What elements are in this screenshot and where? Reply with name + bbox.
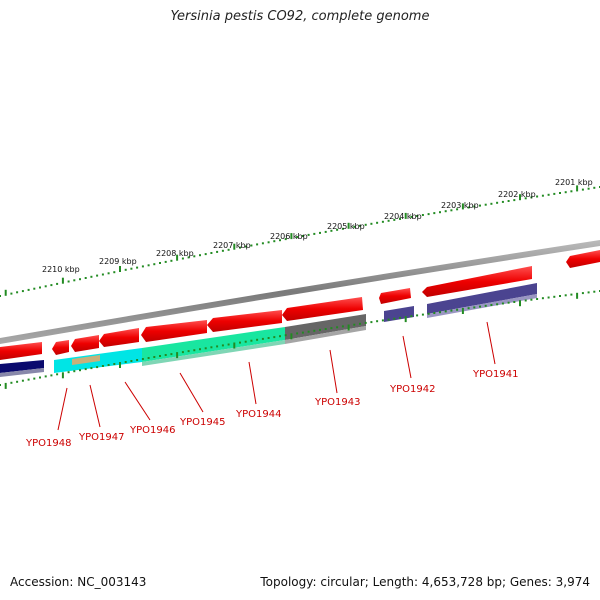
- inner-tick-scale: [0, 290, 600, 389]
- gene-arrow: [71, 335, 99, 352]
- navy-feature-shadow: [0, 368, 44, 377]
- gene-label-ypo1948: YPO1948: [25, 438, 71, 449]
- gene-arrow: [422, 266, 532, 297]
- gene-label-ypo1944: YPO1944: [235, 409, 281, 420]
- scale-label-2207: 2207 kbp: [213, 241, 251, 250]
- accession-text: Accession: NC_003143: [10, 575, 147, 589]
- outer-tick-scale: [0, 185, 600, 297]
- gene-arrow: [99, 328, 139, 347]
- gene-label-ypo1946: YPO1946: [129, 425, 175, 436]
- scale-label-2201: 2201 kbp: [555, 178, 593, 187]
- gene-arrow: [566, 250, 600, 268]
- gene-label-ypo1941: YPO1941: [472, 369, 518, 380]
- gene-arrow: [0, 342, 42, 360]
- map-title: Yersinia pestis CO92, complete genome: [170, 9, 430, 24]
- scale-label-2202: 2202 kbp: [498, 190, 536, 199]
- gene-arrow: [141, 320, 207, 342]
- green-feature-shadow: [142, 340, 285, 366]
- scale-label-2205: 2205 kbp: [327, 222, 365, 231]
- gene-label-ypo1947: YPO1947: [78, 432, 124, 443]
- purple-feature-shadow: [427, 294, 537, 318]
- tan-feature: [72, 355, 100, 365]
- gene-arrow: [379, 288, 411, 304]
- scale-label-2208: 2208 kbp: [156, 249, 194, 258]
- genome-backbone: [0, 240, 600, 344]
- genome-summary-text: Topology: circular; Length: 4,653,728 bp…: [260, 575, 590, 589]
- gene-arrow: [282, 297, 363, 321]
- gene-label-ypo1942: YPO1942: [389, 384, 435, 395]
- scale-labels: 2210 kbp 2209 kbp 2208 kbp 2207 kbp 2206…: [42, 178, 593, 274]
- gene-label-ypo1945: YPO1945: [179, 417, 225, 428]
- purple-feature: [427, 283, 537, 314]
- label-leaders: [57, 321, 496, 431]
- forward-strand-genes: [0, 250, 600, 360]
- gene-arrow: [52, 340, 69, 355]
- scale-label-2209: 2209 kbp: [99, 257, 137, 266]
- gene-labels: YPO1948 YPO1947 YPO1946 YPO1945 YPO1944 …: [25, 369, 518, 449]
- scale-label-2203: 2203 kbp: [441, 201, 479, 210]
- scale-label-2206: 2206 kbp: [270, 232, 308, 241]
- navy-feature: [0, 360, 44, 373]
- gray-feature-shadow: [285, 326, 366, 344]
- scale-label-2204: 2204 kbp: [384, 212, 422, 221]
- scale-label-2210: 2210 kbp: [42, 265, 80, 274]
- gene-label-ypo1943: YPO1943: [314, 397, 360, 408]
- gray-feature: [285, 314, 366, 340]
- gene-arrow: [207, 310, 282, 332]
